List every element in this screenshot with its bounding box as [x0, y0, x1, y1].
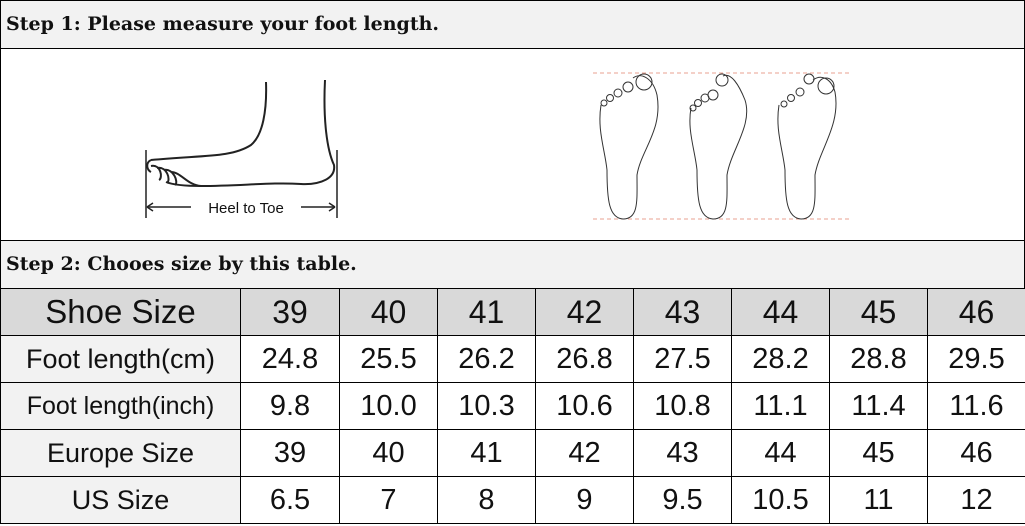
table-cell: 46 — [927, 288, 1025, 336]
table-cell: 41 — [437, 288, 536, 336]
table-cell: 8 — [437, 476, 536, 524]
guide-lines — [593, 72, 849, 220]
table-cell: 10.0 — [339, 382, 438, 430]
table-cell: 40 — [339, 288, 438, 336]
sole-feet-icon — [599, 73, 837, 220]
row-label: Europe Size — [0, 429, 241, 477]
table-cell: 43 — [633, 429, 732, 477]
foot-length-inch-row: Foot length(inch) 9.8 10.0 10.3 10.6 10.8 11.1… — [0, 382, 1025, 430]
table-cell: 10.5 — [731, 476, 830, 524]
table-cell: 27.5 — [633, 335, 732, 383]
table-cell: 41 — [437, 429, 536, 477]
table-cell: 42 — [535, 429, 634, 477]
step2-header: Step 2: Chooes size by this table. — [0, 240, 1025, 289]
table-cell: 39 — [240, 429, 340, 477]
table-cell: 10.8 — [633, 382, 732, 430]
table-cell: 40 — [339, 429, 438, 477]
europe-size-row: Europe Size 39 40 41 42 43 44 45 46 — [0, 429, 1025, 477]
step1-header: Step 1: Please measure your foot length. — [0, 0, 1025, 49]
table-cell: 25.5 — [339, 335, 438, 383]
table-cell: 26.2 — [437, 335, 536, 383]
table-cell: 11.1 — [731, 382, 830, 430]
side-foot-icon — [145, 79, 338, 218]
row-label: Foot length(inch) — [0, 382, 241, 430]
us-size-row: US Size 6.5 7 8 9 9.5 10.5 11 12 — [0, 476, 1025, 524]
table-cell: 42 — [535, 288, 634, 336]
table-cell: 29.5 — [927, 335, 1025, 383]
table-cell: 7 — [339, 476, 438, 524]
size-table: Shoe Size 39 40 41 42 43 44 45 46 Foot length(cm)… — [0, 288, 1025, 524]
foot-illustration: Heel to Toe — [145, 72, 849, 220]
measurement-illustration: Heel to Toe — [0, 48, 1025, 240]
table-cell: 9.8 — [240, 382, 340, 430]
table-cell: 44 — [731, 429, 830, 477]
table-cell: 11.4 — [829, 382, 928, 430]
table-cell: 28.2 — [731, 335, 830, 383]
step1-title: Step 1: Please measure your foot length. — [6, 13, 440, 35]
row-label: Foot length(cm) — [0, 335, 241, 383]
table-cell: 45 — [829, 429, 928, 477]
table-cell: 6.5 — [240, 476, 340, 524]
table-cell: 9 — [535, 476, 634, 524]
table-cell: 46 — [927, 429, 1025, 477]
table-cell: 28.8 — [829, 335, 928, 383]
shoe-size-row: Shoe Size 39 40 41 42 43 44 45 46 — [0, 288, 1025, 336]
foot-length-cm-row: Foot length(cm) 24.8 25.5 26.2 26.8 27.5 28.2 2… — [0, 335, 1025, 383]
table-cell: 12 — [927, 476, 1025, 524]
table-cell: 10.3 — [437, 382, 536, 430]
row-label: Shoe Size — [0, 288, 241, 336]
step2-title: Step 2: Chooes size by this table. — [6, 253, 357, 275]
table-cell: 11 — [829, 476, 928, 524]
table-cell: 43 — [633, 288, 732, 336]
table-cell: 9.5 — [633, 476, 732, 524]
heel-to-toe-label: Heel to Toe — [208, 200, 284, 217]
table-cell: 45 — [829, 288, 928, 336]
table-cell: 24.8 — [240, 335, 340, 383]
table-cell: 10.6 — [535, 382, 634, 430]
table-cell: 26.8 — [535, 335, 634, 383]
table-cell: 39 — [240, 288, 340, 336]
table-cell: 44 — [731, 288, 830, 336]
row-label: US Size — [0, 476, 241, 524]
table-cell: 11.6 — [927, 382, 1025, 430]
